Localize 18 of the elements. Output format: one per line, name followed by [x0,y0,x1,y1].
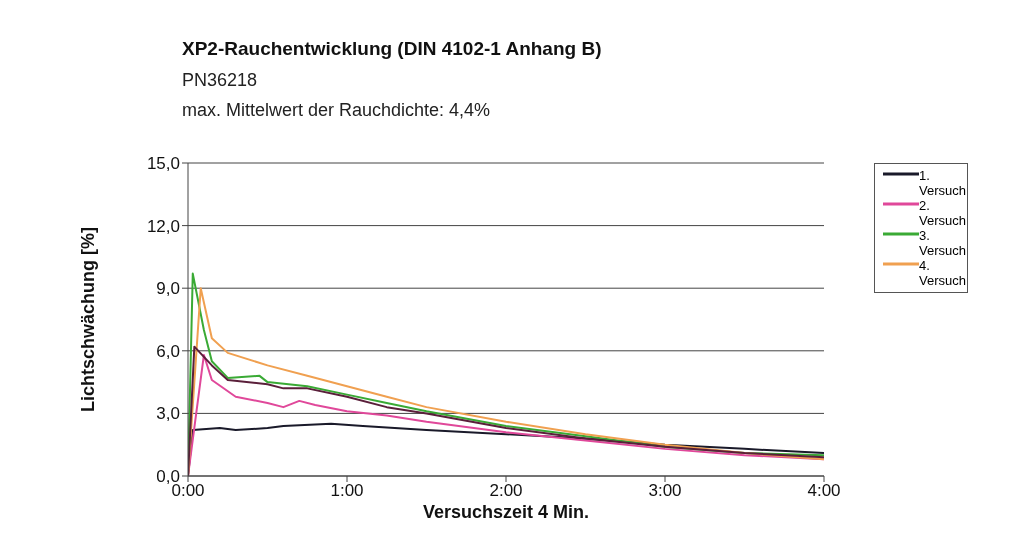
x-tick-label: 3:00 [648,481,682,501]
x-tick-label: 2:00 [489,481,523,501]
legend-label: 3. Versuch [919,228,966,258]
y-tick-label: 15,0 [146,154,180,174]
y-tick-label: 3,0 [156,404,180,424]
x-axis-title: Versuchszeit 4 Min. [422,502,590,522]
y-tick-label: 12,0 [146,216,180,236]
chart-title: XP2-Rauchentwicklung (DIN 4102-1 Anhang B) [182,38,602,60]
x-tick-label: 4:00 [807,481,841,501]
y-axis-title: Lichtschwächung [%] [78,226,99,413]
text: max. Mittelwert der Rauchdichte: 4,4% [182,100,492,121]
legend-label: 2. Versuch [919,198,966,228]
y-tick-label: 9,0 [156,279,180,299]
chart-subtitle: PN36218 [182,70,259,91]
y-tick-label: 6,0 [156,341,180,361]
legend-label: 1. Versuch [919,168,966,198]
legend-label: 4. Versuch [919,258,966,288]
x-tick-label: 1:00 [330,481,364,501]
